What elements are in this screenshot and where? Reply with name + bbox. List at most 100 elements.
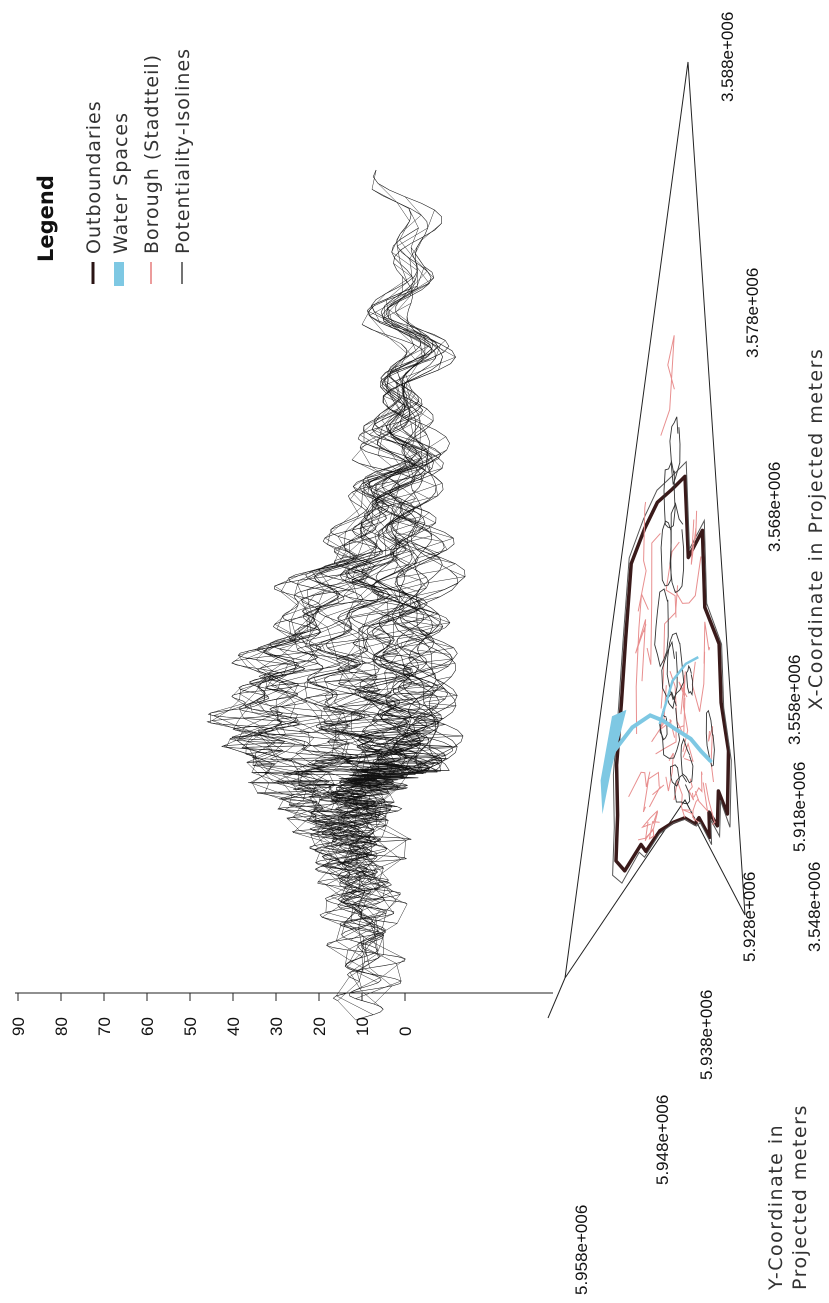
base-plane-outline: [564, 61, 746, 979]
water-river: [606, 713, 713, 763]
borough-line: [660, 335, 675, 436]
mesh-line-u: [372, 169, 459, 771]
mesh-line-u: [305, 459, 421, 774]
outboundary: [614, 474, 731, 873]
y-axis-tick-label: 5.948e+006: [653, 1095, 672, 1185]
z-axis-tick-label: 30: [267, 1017, 286, 1036]
z-axis-tick-label: 20: [310, 1017, 329, 1036]
borough-line: [691, 651, 706, 712]
mesh-line-u: [263, 556, 416, 775]
y-axis-tick-label: 5.938e+006: [697, 990, 716, 1080]
mesh-line-u: [371, 189, 466, 771]
mesh-line-v: [270, 329, 441, 957]
x-axis-tick-label: 3.558e+006: [785, 655, 804, 745]
isoline: [660, 520, 672, 587]
borough-line: [694, 782, 709, 813]
mesh-line-u: [238, 614, 408, 776]
y-axis-tick-label: 5.928e+006: [740, 872, 759, 962]
borough-line: [665, 541, 680, 618]
mesh-line-v: [343, 209, 435, 1005]
borough-line: [678, 674, 688, 715]
isoline: [686, 664, 694, 697]
mesh-line-u: [371, 343, 442, 773]
borough-line: [705, 783, 716, 826]
isoline: [654, 588, 669, 668]
water-tributary: [658, 655, 699, 725]
borough-line: [692, 798, 699, 823]
borough-line: [665, 752, 674, 792]
mesh-line-v: [264, 343, 457, 951]
z-axis-tick-label: 70: [95, 1017, 114, 1036]
z-axis-tick-label: 0: [396, 1027, 415, 1036]
mesh-line-v: [333, 249, 430, 989]
isoline: [670, 764, 680, 787]
mesh-line-v: [337, 169, 425, 1021]
x-axis-tick-label: 3.568e+006: [765, 462, 784, 552]
x-axis-tick-label: 3.578e+006: [743, 268, 762, 358]
isoline: [680, 737, 694, 784]
mesh-line-u: [337, 779, 384, 1021]
mesh-line-v: [275, 569, 466, 861]
borough-line: [635, 593, 649, 735]
mesh-line-v: [253, 529, 441, 877]
mesh-line-v: [238, 423, 433, 919]
mesh-line-v: [236, 516, 448, 882]
borough-line: [637, 501, 647, 612]
borough-line: [641, 810, 659, 829]
mesh-line-v: [337, 649, 449, 829]
z-axis-tick-label: 90: [9, 1017, 28, 1036]
mesh-line-v: [344, 663, 456, 823]
legend-entries: Outboundaries Water Spaces Borough (Stadtt…: [83, 48, 194, 286]
mesh-line-v: [311, 609, 439, 845]
legend-label: Potentiality-Isolines: [172, 48, 194, 254]
city-map: [600, 335, 732, 884]
mesh-line-v: [318, 636, 454, 834]
z-axis-tick-label: 60: [138, 1017, 157, 1036]
mesh-line-v: [260, 369, 432, 941]
borough-line: [674, 556, 702, 604]
mesh-line-v: [226, 503, 455, 887]
mesh-line-v: [341, 223, 442, 999]
mesh-line-v: [245, 383, 434, 935]
water-lake: [600, 709, 627, 815]
mesh-line-v: [231, 396, 438, 930]
mesh-line-u: [348, 420, 429, 774]
base-corner-link: [547, 977, 566, 1019]
borough-line: [690, 510, 698, 565]
x-axis-tick-label: 3.548e+006: [805, 862, 824, 952]
z-axis: 90 80 70 60 50 40 30 20 10 0: [9, 992, 553, 1036]
borough-line: [628, 771, 651, 798]
borough-line: [644, 811, 659, 841]
mesh-line-v: [310, 623, 454, 839]
mesh-line-v: [349, 196, 422, 1010]
z-axis-tick-label: 10: [353, 1017, 372, 1036]
borough-line: [648, 821, 660, 840]
y-axis-tick-label: 5.918e+006: [790, 762, 809, 852]
x-axis-ticks: 3.548e+006 3.558e+006 3.568e+006 3.578e+006…: [718, 12, 824, 952]
mesh-line-u: [371, 247, 464, 772]
mesh-line-v: [231, 409, 443, 925]
mesh-line-v: [297, 583, 458, 855]
surface-mesh: [206, 169, 466, 1021]
borough-line: [703, 621, 711, 664]
mesh-line-u: [313, 478, 425, 774]
borough-line: [708, 726, 714, 783]
legend-title: Legend: [34, 175, 58, 262]
legend: Legend Outboundaries Water Spaces Borough …: [34, 48, 194, 286]
isoline: [669, 502, 685, 594]
base-plane: [547, 61, 746, 1019]
mesh-line-v: [231, 436, 446, 914]
borough-line: [693, 771, 703, 798]
borough-line: [648, 784, 665, 808]
mesh-line-v: [289, 316, 430, 962]
y-axis-title-line1: Y-Coordinate in: [765, 1124, 787, 1291]
mesh-line-v: [335, 183, 435, 1015]
y-axis-title-line2: Projected meters: [789, 1104, 811, 1290]
mesh-line-v: [315, 263, 431, 983]
z-axis-tick-label: 40: [224, 1017, 243, 1036]
borough-line: [635, 619, 647, 682]
legend-label: Borough (Stadtteil): [141, 54, 163, 254]
legend-swatch: [114, 262, 124, 286]
